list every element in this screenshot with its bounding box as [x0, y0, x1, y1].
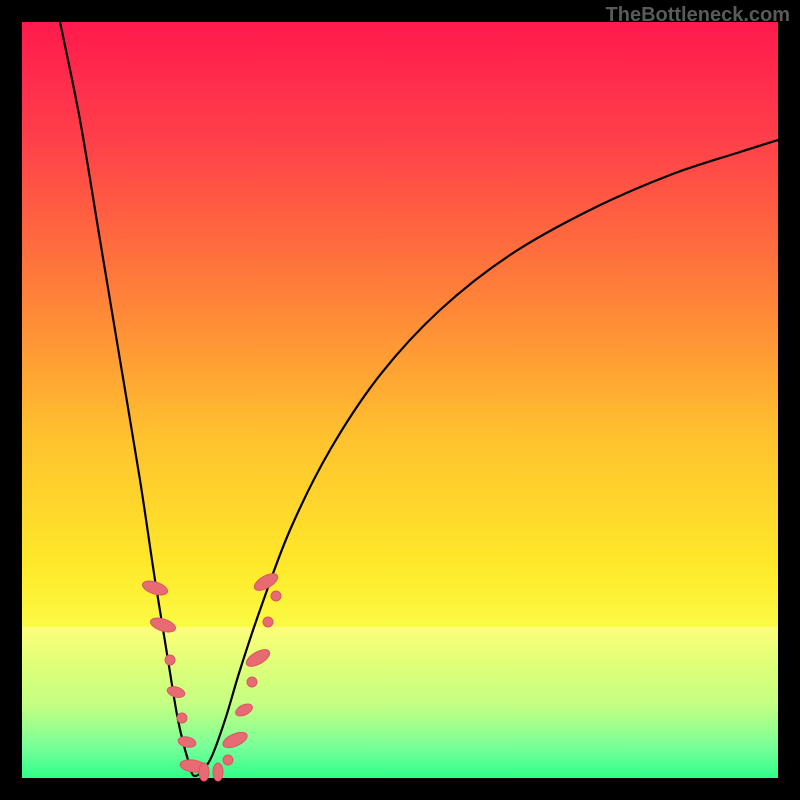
- bottleneck-chart: TheBottleneck.com: [0, 0, 800, 800]
- chart-svg: [0, 0, 800, 800]
- curve-marker: [271, 591, 281, 601]
- watermark-text: TheBottleneck.com: [606, 4, 790, 27]
- curve-marker: [165, 655, 175, 665]
- curve-marker: [177, 713, 187, 723]
- curve-marker: [223, 755, 233, 765]
- curve-marker: [199, 763, 209, 781]
- curve-marker: [213, 763, 223, 781]
- curve-marker: [247, 677, 257, 687]
- curve-marker: [263, 617, 273, 627]
